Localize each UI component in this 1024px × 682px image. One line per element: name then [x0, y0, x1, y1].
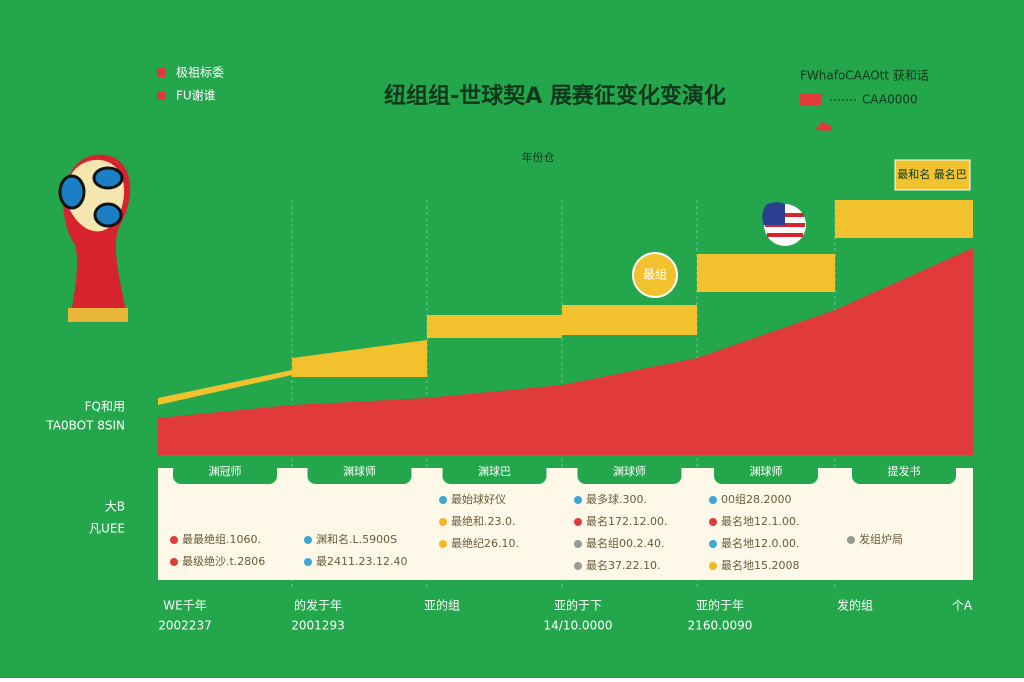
flag — [762, 202, 806, 246]
item-text: 最最绝组.1060. — [182, 532, 261, 546]
item-dot — [170, 558, 178, 566]
side-label: 大B — [105, 500, 125, 514]
bottom-value: 2002237 — [158, 619, 211, 633]
item-text: 最名地12.1.00. — [721, 514, 799, 528]
item-text: 00组28.2000 — [721, 492, 792, 506]
column-header: 渊球师 — [343, 464, 376, 478]
side-label: 凡UEE — [89, 522, 125, 536]
item-dot — [439, 540, 447, 548]
item-text: 最始球好仪 — [451, 492, 506, 506]
table-panel — [158, 468, 973, 580]
column-tab — [852, 462, 956, 484]
bottom-label: 亚的于下 — [554, 598, 602, 613]
column-tab — [307, 462, 412, 484]
item-text: 发组炉局 — [859, 532, 903, 546]
bottom-value: 2160.0090 — [688, 619, 753, 633]
bottom-value: 14/10.0000 — [544, 619, 613, 633]
item-dot — [709, 496, 717, 504]
badge-label: 最和名 最名巴 — [897, 167, 967, 181]
trophy-logo — [58, 154, 131, 322]
red-area — [158, 248, 973, 455]
legend-label: 极祖标委 — [176, 65, 224, 80]
item-text: 最2411.23.12.40 — [316, 555, 407, 568]
item-text: 最级绝沙.t.2806 — [182, 554, 265, 568]
item-dot — [574, 518, 582, 526]
item-text: 最名组00.2.40. — [586, 536, 664, 550]
column-tab — [714, 462, 818, 484]
legend-label: FU谢谁 — [176, 88, 216, 103]
item-dot — [574, 496, 582, 504]
item-text: 最绝和.23.0. — [451, 514, 516, 528]
right-legend-value: CAA0000 — [862, 93, 918, 107]
yellow-steps — [158, 200, 973, 405]
column-tab — [173, 462, 277, 484]
item-text: 最多球.300. — [586, 492, 647, 506]
item-dot — [439, 496, 447, 504]
legend-swatch — [157, 91, 166, 100]
legend-swatch — [800, 94, 822, 105]
item-dot — [574, 562, 582, 570]
coin — [632, 252, 678, 298]
badge — [894, 159, 971, 191]
item-dot — [709, 518, 717, 526]
bottom-label: 的发于年 — [294, 598, 342, 613]
legend-swatch — [815, 122, 832, 131]
bottom-label: 亚的于年 — [696, 598, 744, 613]
column-tab — [442, 462, 547, 484]
item-dot — [574, 540, 582, 548]
bottom-label: 亚的组 — [424, 598, 460, 613]
item-dot — [847, 536, 855, 544]
side-label: FQ和用 — [85, 400, 125, 414]
item-text: 最绝纪26.10. — [451, 536, 519, 550]
column-tab — [577, 462, 682, 484]
axis-label: 年份仓 — [522, 150, 555, 164]
item-dot — [304, 558, 312, 566]
item-dot — [304, 536, 312, 544]
title: 纽组组-世球契A 展赛征变化变演化 — [384, 83, 726, 109]
item-text: 最名地12.0.00. — [721, 536, 799, 550]
item-text: 最名地15.2008 — [721, 558, 800, 572]
column-header: 提发书 — [888, 464, 921, 478]
bottom-label: WE千年 — [163, 599, 206, 613]
right-legend-title: FWhafoCAAOtt 获和话 — [800, 69, 929, 83]
bottom-label: 发的组 — [837, 598, 873, 613]
item-dot — [709, 540, 717, 548]
item-dot — [170, 536, 178, 544]
item-text: 最名172.12.00. — [586, 514, 667, 528]
bottom-label: 个A — [952, 599, 973, 613]
coin-label: 最组 — [643, 268, 667, 282]
bottom-value: 2001293 — [291, 619, 344, 633]
column-header: 渊球师 — [613, 464, 646, 478]
column-header: 渊球巴 — [478, 464, 511, 478]
item-dot — [709, 562, 717, 570]
item-dot — [439, 518, 447, 526]
item-text: 最名37.22.10. — [586, 558, 660, 572]
column-header: 渊球师 — [750, 464, 783, 478]
item-text: 渊和名.L.5900S — [316, 532, 397, 546]
column-header: 渊冠师 — [209, 465, 242, 478]
legend-swatch — [157, 68, 166, 77]
side-label: TA0BOT 8SIN — [45, 419, 125, 433]
